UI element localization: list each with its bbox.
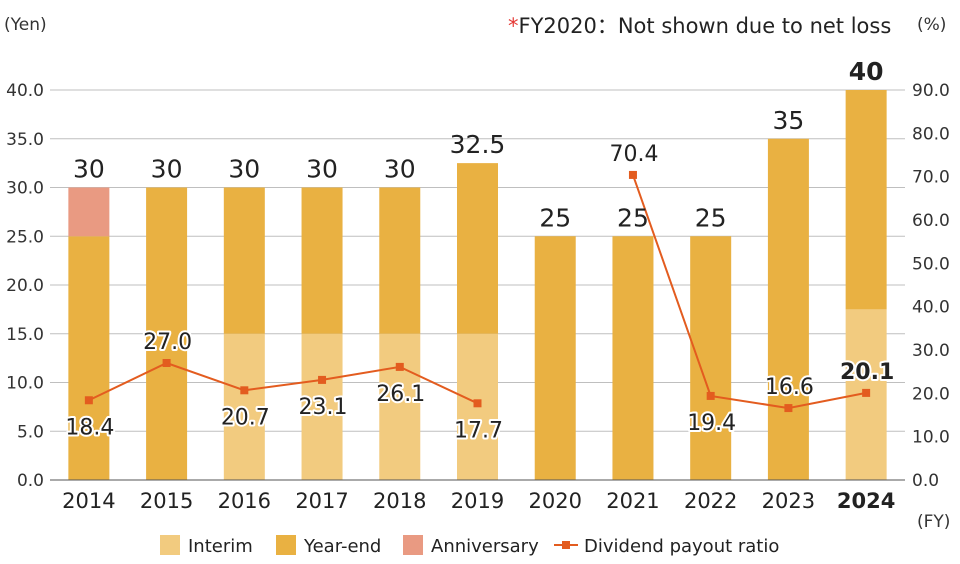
payout-ratio-point-2022 (706, 391, 715, 400)
total-label: 25 (539, 203, 571, 232)
bar-year-end-2023 (767, 138, 809, 480)
bar-anniversary-2014 (68, 187, 110, 237)
bar-year-end-2014 (68, 236, 110, 480)
x-tick-label: 2017 (295, 489, 348, 513)
left-tick-label: 35.0 (6, 130, 44, 150)
payout-ratio-point-2021 (628, 170, 637, 179)
total-label: 25 (695, 203, 727, 232)
payout-ratio-label: 27.0 (143, 330, 192, 355)
bar-year-end-2018 (379, 187, 421, 334)
total-label: 32.5 (450, 130, 506, 159)
bar-interim-2016 (223, 333, 265, 480)
legend-label: Interim (188, 536, 253, 557)
left-tick-label: 0.0 (17, 471, 44, 491)
right-tick-label: 80.0 (912, 124, 950, 144)
bar-year-end-2016 (223, 187, 265, 334)
total-label: 30 (306, 155, 338, 184)
payout-ratio-label: 19.4 (687, 411, 736, 436)
note-text: FY2020：Not shown due to net loss (519, 14, 892, 38)
x-tick-label: 2014 (62, 489, 115, 513)
legend-swatch (160, 535, 180, 555)
bar-year-end-2015 (146, 187, 188, 480)
left-tick-label: 30.0 (6, 179, 44, 199)
payout-ratio-label: 23.1 (299, 395, 348, 420)
legend: Interim Year-end Anniversary Dividend payou… (160, 535, 779, 557)
left-tick-label: 20.0 (6, 276, 44, 296)
x-tick-label: 2024 (837, 489, 895, 513)
x-axis-unit: (FY) (917, 512, 950, 532)
left-tick-label: 40.0 (6, 81, 44, 101)
payout-ratio-layer (84, 170, 871, 413)
payout-ratio-label: 20.1 (840, 360, 894, 385)
payout-ratio-label: 16.6 (765, 375, 814, 400)
payout-ratio-label: 26.1 (376, 382, 425, 407)
left-tick-label: 5.0 (17, 422, 44, 442)
payout-ratio-point-2017 (318, 375, 327, 384)
left-axis-unit: (Yen) (4, 15, 47, 35)
total-label: 30 (73, 155, 105, 184)
note-star: * (508, 14, 519, 38)
total-label: 40 (849, 57, 884, 86)
total-label: 35 (773, 106, 805, 135)
payout-ratio-point-2016 (240, 386, 249, 395)
right-tick-label: 40.0 (912, 298, 950, 318)
bars-layer (68, 90, 887, 480)
x-tick-label: 2019 (451, 489, 504, 513)
right-tick-label: 50.0 (912, 254, 950, 274)
x-tick-label: 2023 (762, 489, 815, 513)
x-tick-label: 2020 (529, 489, 582, 513)
x-tick-label: 2016 (218, 489, 271, 513)
payout-ratio-point-2023 (784, 404, 793, 413)
right-tick-label: 60.0 (912, 211, 950, 231)
payout-ratio-point-2024 (862, 388, 871, 397)
legend-swatch (276, 535, 296, 555)
right-axis-unit: (%) (917, 15, 946, 35)
payout-ratio-label: 18.4 (65, 415, 114, 440)
bar-year-end-2017 (301, 187, 343, 334)
total-label: 25 (617, 203, 649, 232)
bar-interim-2018 (379, 333, 421, 480)
right-tick-label: 90.0 (912, 81, 950, 101)
payout-ratio-label: 70.4 (609, 142, 658, 167)
x-tick-label: 2022 (684, 489, 737, 513)
payout-ratio-point-2018 (395, 362, 404, 371)
legend-label: Year-end (303, 536, 381, 557)
bar-year-end-2020 (534, 236, 576, 480)
note: *FY2020：Not shown due to net loss (508, 14, 891, 38)
legend-marker (562, 541, 570, 549)
right-tick-label: 30.0 (912, 341, 950, 361)
labels-layer: 30 30 30 30 30 32.5 25 25 25 35 40 18.4 27.0 20.7 23.1… (63, 57, 896, 445)
axes-layer: 0.0 5.0 10.0 15.0 20.0 25.0 30.0 35.0 40.0 0.0 10.… (6, 81, 950, 513)
legend-label: Dividend payout ratio (584, 536, 779, 557)
payout-ratio-line (632, 174, 867, 410)
total-label: 30 (384, 155, 416, 184)
bar-interim-2017 (301, 333, 343, 480)
legend-swatch (403, 535, 423, 555)
payout-ratio-point-2015 (162, 359, 171, 367)
legend-label: Anniversary (431, 536, 539, 557)
bar-year-end-2019 (457, 163, 498, 334)
x-tick-label: 2015 (140, 489, 193, 513)
payout-ratio-point-2019 (473, 399, 482, 408)
bar-year-end-2021 (612, 236, 654, 480)
x-tick-label: 2018 (373, 489, 426, 513)
payout-ratio-point-2014 (84, 396, 93, 405)
right-tick-label: 10.0 (912, 428, 950, 448)
right-tick-label: 70.0 (912, 168, 950, 188)
left-tick-label: 25.0 (6, 227, 44, 247)
right-tick-label: 0.0 (912, 471, 939, 491)
x-tick-label: 2021 (606, 489, 659, 513)
total-label: 30 (228, 155, 260, 184)
total-label: 30 (151, 155, 183, 184)
payout-ratio-label: 17.7 (454, 418, 503, 443)
payout-ratio-label: 20.7 (221, 405, 270, 430)
left-tick-label: 10.0 (6, 374, 44, 394)
bar-year-end-2024 (845, 90, 887, 310)
payout-ratio-line (88, 361, 478, 405)
left-tick-label: 15.0 (6, 325, 44, 345)
right-tick-label: 20.0 (912, 384, 950, 404)
